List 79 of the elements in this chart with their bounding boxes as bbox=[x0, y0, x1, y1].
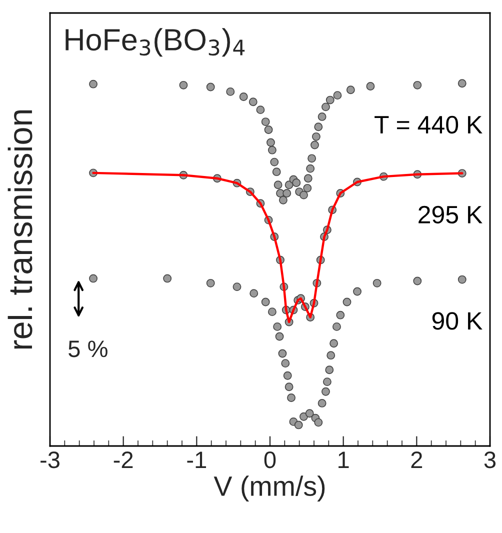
point bbox=[314, 418, 323, 427]
x-tick-label: -1 bbox=[187, 452, 206, 468]
point bbox=[413, 80, 422, 90]
point bbox=[366, 82, 375, 90]
annotation: 5 % bbox=[68, 340, 108, 358]
point bbox=[314, 122, 323, 132]
point bbox=[300, 190, 308, 200]
point bbox=[266, 138, 275, 147]
point bbox=[326, 351, 336, 360]
point bbox=[304, 174, 312, 183]
point bbox=[273, 322, 282, 331]
point bbox=[256, 106, 265, 114]
point bbox=[232, 282, 242, 292]
point bbox=[261, 298, 270, 306]
point bbox=[318, 112, 326, 121]
point bbox=[306, 164, 315, 173]
x-tick-label: 0 bbox=[264, 451, 276, 468]
point bbox=[322, 387, 330, 396]
text: HoFe$_{3}$(BO$_{3}$)$_{4}$ bbox=[66, 28, 245, 57]
point bbox=[89, 80, 98, 88]
point bbox=[322, 378, 332, 386]
point bbox=[332, 322, 341, 331]
point bbox=[278, 349, 287, 358]
series-label: T = 440 K bbox=[374, 116, 482, 134]
x-tick-label: 1 bbox=[338, 452, 349, 468]
point bbox=[326, 96, 334, 104]
x-tick-label: 2 bbox=[411, 451, 422, 468]
point bbox=[336, 310, 345, 320]
series-label: 295 K bbox=[418, 206, 482, 224]
point bbox=[278, 196, 288, 204]
point bbox=[458, 79, 466, 88]
point bbox=[270, 158, 279, 166]
y-axis-title: rel. transmission bbox=[8, 110, 32, 349]
point bbox=[282, 189, 292, 198]
x-tick-label: 3 bbox=[484, 451, 496, 468]
point bbox=[305, 409, 314, 418]
point bbox=[300, 412, 308, 421]
point bbox=[206, 278, 215, 288]
point bbox=[89, 274, 98, 283]
point bbox=[292, 178, 301, 187]
x-tick-label: -2 bbox=[114, 451, 133, 468]
point bbox=[284, 180, 294, 190]
point bbox=[353, 287, 362, 296]
point bbox=[325, 366, 334, 374]
point bbox=[284, 382, 294, 392]
point bbox=[163, 274, 172, 283]
point bbox=[342, 298, 352, 306]
point bbox=[274, 180, 282, 190]
point bbox=[179, 80, 188, 90]
point bbox=[413, 276, 422, 286]
point bbox=[310, 140, 319, 150]
point bbox=[294, 420, 303, 430]
point bbox=[250, 289, 258, 298]
point bbox=[308, 154, 316, 163]
point bbox=[333, 91, 342, 100]
point bbox=[264, 126, 273, 134]
point bbox=[275, 332, 284, 341]
point bbox=[318, 398, 326, 408]
series-label: 90 K bbox=[432, 312, 482, 330]
point bbox=[261, 118, 270, 126]
point bbox=[268, 308, 276, 316]
point bbox=[283, 371, 292, 380]
point bbox=[322, 102, 330, 112]
x-axis-title: V (mm/s) bbox=[214, 476, 325, 502]
point bbox=[312, 132, 320, 141]
point bbox=[281, 359, 290, 368]
point bbox=[303, 184, 312, 192]
point bbox=[272, 168, 281, 176]
point bbox=[206, 82, 215, 92]
point bbox=[287, 394, 296, 402]
point bbox=[239, 92, 248, 101]
point bbox=[248, 98, 258, 106]
point bbox=[330, 339, 338, 348]
point bbox=[372, 278, 382, 288]
point bbox=[458, 275, 466, 284]
x-tick-label: -3 bbox=[40, 451, 60, 468]
point bbox=[268, 146, 276, 154]
point bbox=[346, 86, 355, 94]
point bbox=[226, 87, 235, 96]
